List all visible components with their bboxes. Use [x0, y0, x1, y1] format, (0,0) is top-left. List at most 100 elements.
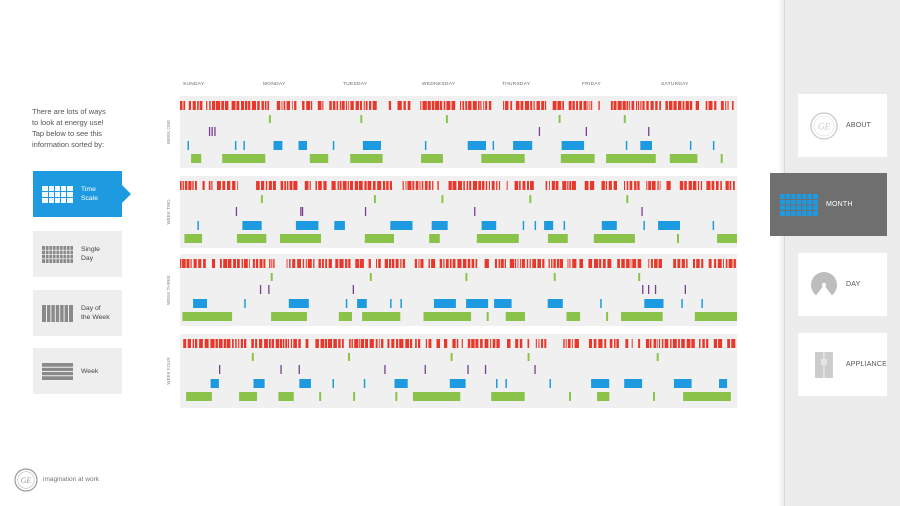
usage-tick [313, 259, 315, 268]
usage-tick [211, 181, 213, 190]
usage-tick [206, 101, 208, 110]
usage-tick [645, 339, 650, 348]
cycle-marker [623, 115, 626, 123]
usage-tick [706, 181, 711, 190]
cycle-marker [450, 353, 453, 361]
appliance-block [683, 392, 731, 401]
usage-tick [727, 101, 729, 110]
week-label: WEEK TWO [166, 199, 171, 224]
sort-week-button[interactable]: Week [33, 348, 122, 394]
usage-tick [467, 259, 471, 268]
nav-label: ABOUT [846, 122, 872, 129]
usage-tick [727, 339, 731, 348]
usage-tick [532, 259, 536, 268]
usage-tick [714, 101, 717, 110]
event-marker [648, 127, 650, 136]
usage-tick [589, 181, 595, 190]
appliance-block [424, 141, 427, 150]
event-marker [364, 207, 367, 216]
usage-tick [219, 259, 222, 268]
usage-tick [407, 101, 411, 110]
usage-tick [693, 259, 695, 268]
usage-tick [538, 339, 540, 348]
usage-tick [656, 339, 658, 348]
usage-tick [364, 181, 367, 190]
usage-tick [605, 181, 608, 190]
nav-month-button[interactable]: MONTH [770, 173, 887, 236]
nav-about-button[interactable]: GE ABOUT [798, 94, 887, 157]
appliance-block [491, 392, 525, 401]
usage-tick [241, 101, 245, 110]
usage-tick [355, 101, 359, 110]
sort-day-of-week-button[interactable]: Day of the Week [33, 290, 122, 336]
usage-tick [471, 259, 475, 268]
usage-tick [405, 339, 410, 348]
usage-tick [556, 259, 560, 268]
usage-tick [415, 181, 419, 190]
event-marker [301, 207, 304, 216]
appliance-block [563, 221, 566, 230]
usage-tick [569, 259, 571, 268]
usage-tick [275, 339, 279, 348]
usage-tick [466, 181, 469, 190]
usage-tick [552, 101, 557, 110]
usage-tick [240, 339, 243, 348]
usage-tick [232, 339, 234, 348]
usage-tick [305, 259, 307, 268]
usage-tick [368, 259, 371, 268]
usage-tick [673, 259, 677, 268]
appliance-block [624, 379, 643, 388]
appliance-block [677, 234, 679, 243]
usage-tick [544, 339, 547, 348]
appliance-block [720, 154, 723, 163]
usage-tick [204, 339, 209, 348]
usage-tick [545, 181, 548, 190]
sort-time-scale-button[interactable]: Time Scale [33, 171, 131, 217]
sort-label: Single Day [81, 246, 100, 262]
usage-tick [681, 339, 685, 348]
usage-tick [221, 101, 224, 110]
usage-tick [507, 339, 511, 348]
usage-tick [315, 181, 317, 190]
usage-tick [183, 339, 187, 348]
week-row: WEEK ONE [166, 96, 737, 168]
usage-tick [494, 259, 497, 268]
usage-tick [187, 339, 191, 348]
appliance-block [423, 312, 472, 321]
usage-tick [337, 181, 339, 190]
usage-tick [725, 181, 729, 190]
usage-tick [658, 339, 661, 348]
usage-tick [338, 339, 341, 348]
usage-tick [202, 181, 205, 190]
appliance-block [600, 299, 602, 308]
usage-tick [307, 259, 312, 268]
usage-tick [458, 181, 462, 190]
appliance-block [244, 299, 246, 308]
appliance-block [492, 141, 495, 150]
usage-tick [638, 339, 641, 348]
appliance-block [338, 312, 352, 321]
usage-tick [463, 181, 465, 190]
event-marker [219, 365, 221, 374]
usage-tick [522, 181, 526, 190]
usage-tick [646, 181, 648, 190]
usage-tick [271, 259, 273, 268]
cycle-marker [369, 273, 372, 281]
usage-tick [302, 101, 305, 110]
usage-tick [446, 101, 451, 110]
usage-tick [521, 259, 525, 268]
intro-line: There are lots of ways [32, 107, 106, 116]
appliance-block [182, 312, 233, 321]
usage-tick [283, 101, 286, 110]
usage-tick [599, 259, 602, 268]
nav-day-button[interactable]: DAY [798, 253, 887, 316]
nav-appliance-button[interactable]: APPLIANCE [798, 333, 887, 396]
appliance-block [644, 299, 664, 308]
usage-tick [658, 259, 662, 268]
usage-tick [305, 339, 309, 348]
usage-tick [376, 259, 377, 268]
usage-tick [279, 339, 283, 348]
usage-tick [331, 181, 336, 190]
usage-tick [651, 181, 656, 190]
sort-single-day-button[interactable]: Single Day [33, 231, 122, 277]
